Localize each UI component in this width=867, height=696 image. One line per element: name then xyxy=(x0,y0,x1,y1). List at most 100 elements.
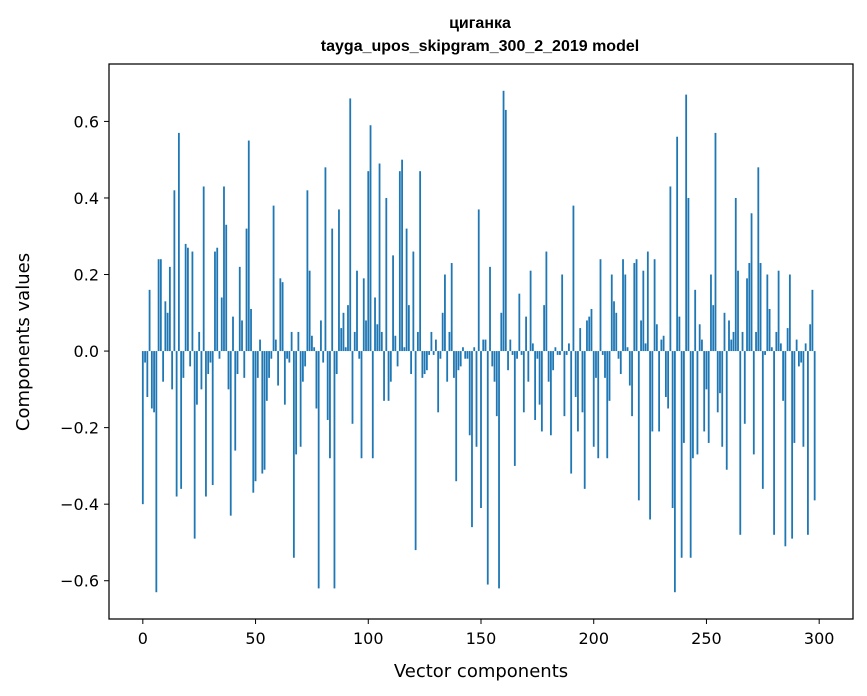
plot-frame xyxy=(108,63,854,620)
bar-35 xyxy=(220,297,223,352)
bar-246 xyxy=(696,351,699,455)
bar-287 xyxy=(788,274,791,352)
bar-264 xyxy=(737,270,739,352)
bar-208 xyxy=(610,274,613,352)
bar-102 xyxy=(371,351,374,459)
bar-225 xyxy=(649,351,651,520)
bar-59 xyxy=(274,339,277,352)
bar-67 xyxy=(292,351,295,558)
y-tick-label: 0.6 xyxy=(74,112,99,131)
bar-244 xyxy=(692,351,694,459)
chart-subtitle: tayga_upos_skipgram_300_2_2019 model xyxy=(321,38,639,55)
bar-248 xyxy=(701,339,703,352)
bar-265 xyxy=(739,351,742,535)
bar-50 xyxy=(254,351,257,482)
bar-65 xyxy=(288,351,291,363)
bar-282 xyxy=(777,270,780,352)
bar-167 xyxy=(518,293,521,352)
bar-184 xyxy=(556,351,559,355)
bar-209 xyxy=(613,301,615,352)
bar-47 xyxy=(247,140,250,352)
bar-103 xyxy=(374,297,376,352)
x-axis-label: Vector components xyxy=(394,661,568,682)
bar-126 xyxy=(425,351,428,371)
bar-104 xyxy=(376,324,379,352)
bar-143 xyxy=(464,351,467,359)
bar-222 xyxy=(642,270,645,352)
bar-210 xyxy=(615,312,618,352)
bar-169 xyxy=(522,351,525,413)
bar-44 xyxy=(241,320,243,352)
bar-176 xyxy=(538,351,541,405)
bar-162 xyxy=(507,351,509,371)
bar-129 xyxy=(432,351,435,355)
x-tick-label: 0 xyxy=(138,629,148,648)
bar-252 xyxy=(710,274,712,352)
bar-215 xyxy=(626,347,629,352)
bar-84 xyxy=(331,228,334,352)
bar-53 xyxy=(261,351,264,474)
bar-38 xyxy=(227,351,230,390)
bar-281 xyxy=(775,331,778,352)
bar-237 xyxy=(676,136,679,352)
bar-11 xyxy=(166,312,169,352)
bar-283 xyxy=(779,343,782,352)
bar-124 xyxy=(421,351,424,378)
bar-188 xyxy=(565,351,568,355)
bar-213 xyxy=(622,259,624,352)
bar-271 xyxy=(752,351,755,455)
bar-216 xyxy=(628,351,631,386)
x-tick-label: 150 xyxy=(466,629,497,648)
bar-83 xyxy=(329,351,331,459)
bar-272 xyxy=(755,331,757,352)
bar-275 xyxy=(761,351,764,489)
bar-230 xyxy=(660,339,663,352)
bar-32 xyxy=(214,251,216,352)
bar-180 xyxy=(547,351,550,382)
bar-16 xyxy=(177,132,180,352)
bar-116 xyxy=(403,347,406,352)
bar-46 xyxy=(245,228,248,352)
bar-192 xyxy=(574,351,577,397)
bar-262 xyxy=(732,331,735,352)
bar-82 xyxy=(326,351,329,420)
bar-51 xyxy=(256,351,259,378)
bar-185 xyxy=(559,351,561,355)
bar-43 xyxy=(238,266,241,352)
bar-253 xyxy=(712,305,715,352)
bar-156 xyxy=(493,351,496,382)
bar-42 xyxy=(236,351,239,375)
bar-147 xyxy=(473,347,476,352)
bar-201 xyxy=(595,351,597,378)
bar-196 xyxy=(583,351,586,489)
bar-290 xyxy=(795,339,798,352)
bar-291 xyxy=(797,351,800,367)
bar-9 xyxy=(162,351,165,382)
bar-108 xyxy=(385,197,388,352)
bar-199 xyxy=(590,308,593,352)
bar-245 xyxy=(694,289,697,352)
bar-33 xyxy=(216,247,219,352)
bar-39 xyxy=(229,351,232,516)
bar-27 xyxy=(202,186,205,352)
bar-62 xyxy=(281,282,284,352)
bar-80 xyxy=(322,351,325,363)
bar-137 xyxy=(450,263,453,352)
bar-40 xyxy=(232,316,234,352)
bar-175 xyxy=(536,351,539,359)
bar-239 xyxy=(680,351,683,558)
bar-145 xyxy=(468,351,471,436)
bar-63 xyxy=(283,351,286,405)
bar-142 xyxy=(462,347,464,352)
bar-236 xyxy=(673,351,676,593)
bar-96 xyxy=(358,351,361,359)
bar-153 xyxy=(486,351,489,585)
bar-120 xyxy=(412,251,415,352)
bar-36 xyxy=(223,186,225,352)
bar-249 xyxy=(703,351,706,432)
bar-123 xyxy=(419,171,422,352)
bar-181 xyxy=(549,351,552,436)
bar-157 xyxy=(495,351,498,417)
bar-268 xyxy=(746,278,748,352)
bar-139 xyxy=(455,351,458,482)
